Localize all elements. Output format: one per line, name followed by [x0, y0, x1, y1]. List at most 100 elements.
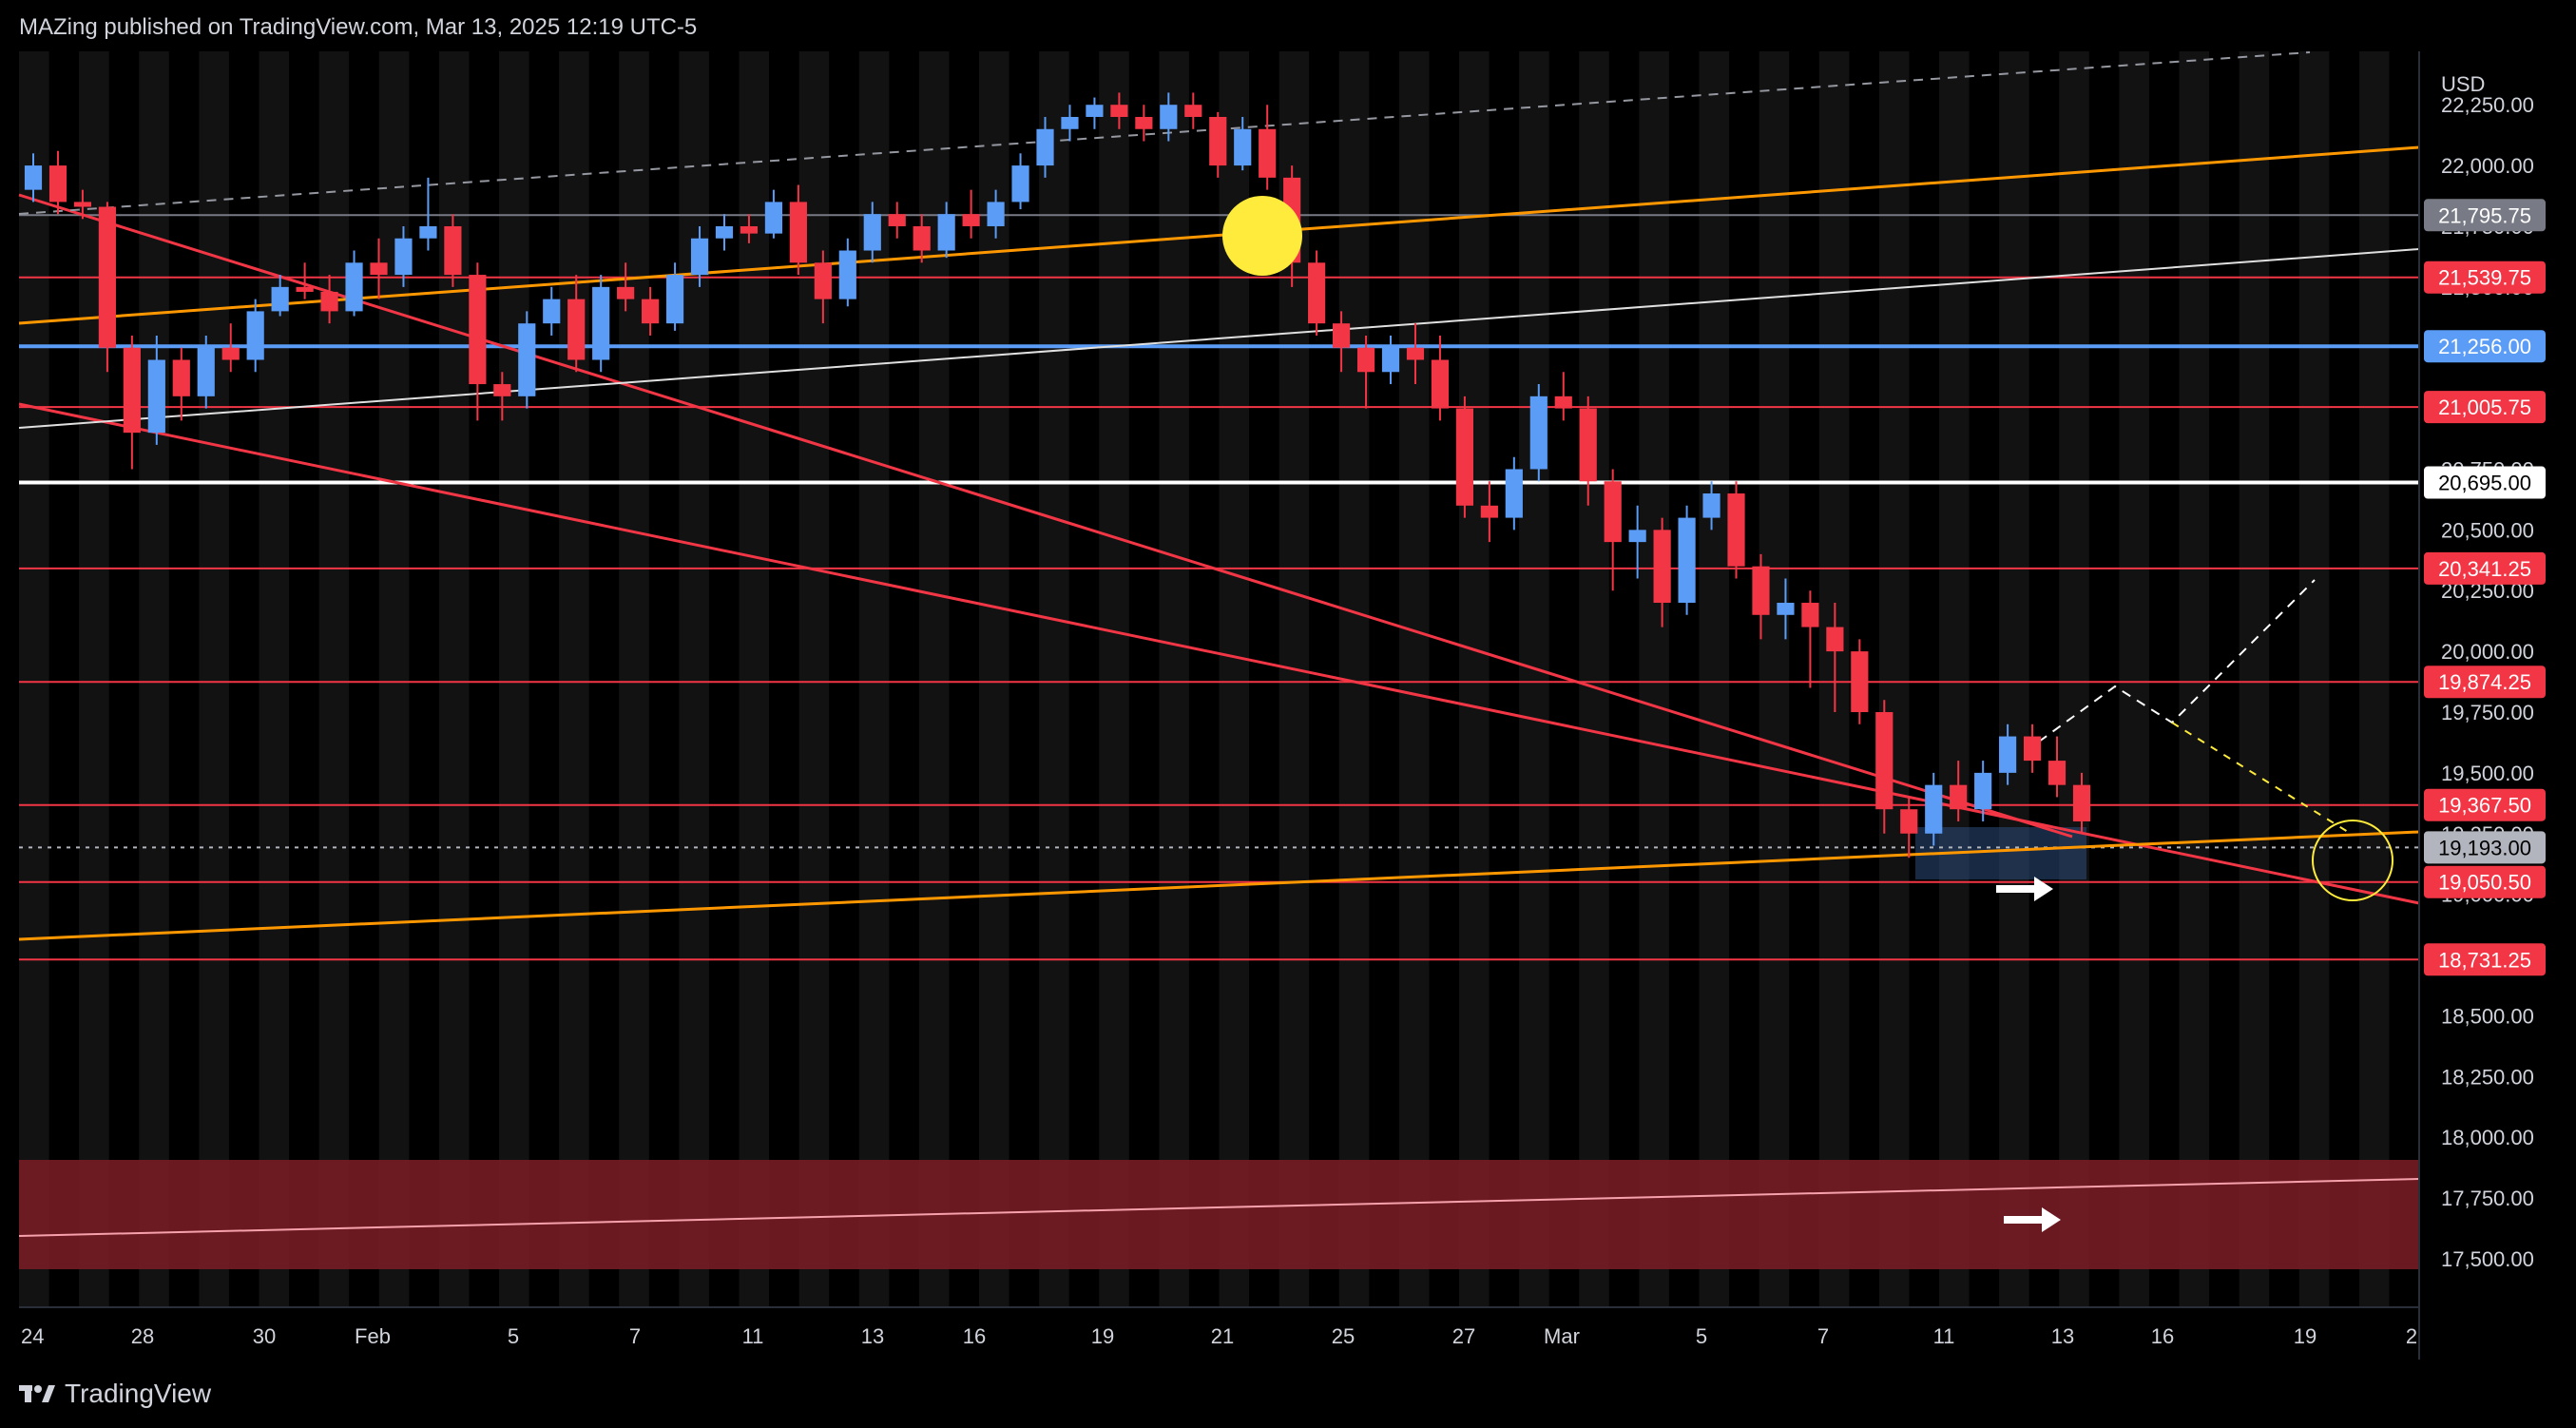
- candle[interactable]: [987, 189, 1005, 239]
- candle[interactable]: [617, 262, 635, 312]
- price-level-label[interactable]: 19,193.00: [2424, 831, 2546, 864]
- candle-body: [1209, 116, 1227, 166]
- candle[interactable]: [1160, 92, 1178, 142]
- currency-label[interactable]: USD: [2441, 72, 2485, 96]
- candle[interactable]: [1950, 761, 1968, 821]
- candle[interactable]: [320, 275, 338, 324]
- candle[interactable]: [715, 214, 734, 251]
- candle[interactable]: [1653, 517, 1671, 627]
- candle[interactable]: [221, 323, 240, 373]
- candle[interactable]: [1086, 97, 1104, 129]
- candle[interactable]: [740, 214, 759, 243]
- candle[interactable]: [764, 189, 783, 239]
- candle[interactable]: [1011, 153, 1029, 210]
- candle[interactable]: [1875, 700, 1894, 834]
- price-level-label[interactable]: 19,050.50: [2424, 865, 2546, 898]
- candle[interactable]: [2072, 772, 2091, 834]
- candle[interactable]: [1752, 553, 1770, 640]
- candle[interactable]: [1604, 469, 1622, 591]
- candle[interactable]: [1505, 456, 1523, 531]
- candle[interactable]: [1628, 505, 1646, 579]
- price-level-label[interactable]: 21,005.75: [2424, 391, 2546, 424]
- candle[interactable]: [493, 372, 511, 421]
- candle[interactable]: [1851, 639, 1869, 724]
- candle[interactable]: [1259, 105, 1277, 190]
- candle[interactable]: [394, 225, 413, 287]
- candle[interactable]: [1678, 505, 1696, 615]
- candle[interactable]: [937, 202, 955, 259]
- candle[interactable]: [246, 299, 264, 373]
- candle-body: [1579, 408, 1597, 482]
- candle[interactable]: [1209, 111, 1227, 178]
- candle[interactable]: [1356, 335, 1375, 409]
- candle[interactable]: [838, 238, 856, 307]
- candle[interactable]: [592, 275, 610, 373]
- candle[interactable]: [1900, 797, 1918, 859]
- candle[interactable]: [370, 238, 388, 299]
- candle[interactable]: [962, 189, 980, 239]
- candle[interactable]: [1925, 772, 1943, 846]
- candle[interactable]: [888, 202, 906, 239]
- price-level-label[interactable]: 20,695.00: [2424, 466, 2546, 499]
- candle[interactable]: [1455, 396, 1473, 518]
- candle[interactable]: [1234, 116, 1252, 171]
- candle[interactable]: [1135, 105, 1153, 142]
- price-level-label[interactable]: 21,539.75: [2424, 261, 2546, 294]
- candle[interactable]: [1826, 603, 1844, 712]
- candle[interactable]: [345, 250, 363, 317]
- candle[interactable]: [690, 225, 709, 287]
- candle[interactable]: [1110, 92, 1128, 129]
- candle[interactable]: [172, 347, 190, 421]
- candle[interactable]: [197, 335, 215, 409]
- candle[interactable]: [1406, 323, 1425, 385]
- brand-block[interactable]: TradingView: [19, 1379, 211, 1409]
- candle[interactable]: [1381, 335, 1400, 385]
- candle[interactable]: [1974, 761, 1992, 821]
- candle[interactable]: [863, 202, 881, 263]
- svg-text:20,695.00: 20,695.00: [2438, 472, 2531, 495]
- price-level-label[interactable]: 21,256.00: [2424, 330, 2546, 363]
- price-level-label[interactable]: 19,874.25: [2424, 666, 2546, 699]
- candle[interactable]: [1332, 311, 1351, 373]
- candle[interactable]: [24, 153, 43, 203]
- candle[interactable]: [1702, 481, 1721, 531]
- candle[interactable]: [1554, 372, 1572, 421]
- candle[interactable]: [1431, 335, 1450, 421]
- candle[interactable]: [913, 214, 931, 263]
- candle[interactable]: [1801, 590, 1819, 688]
- candle[interactable]: [1184, 92, 1202, 129]
- candle[interactable]: [444, 214, 462, 287]
- price-level-label[interactable]: 20,341.25: [2424, 551, 2546, 585]
- candle[interactable]: [1529, 384, 1548, 482]
- candle[interactable]: [642, 286, 660, 336]
- candle[interactable]: [1999, 724, 2017, 785]
- candle[interactable]: [814, 250, 832, 324]
- candle[interactable]: [665, 262, 684, 331]
- candle[interactable]: [1480, 481, 1498, 543]
- price-level-label[interactable]: 19,367.50: [2424, 788, 2546, 821]
- candle[interactable]: [1061, 105, 1079, 142]
- candle[interactable]: [518, 311, 536, 409]
- candle[interactable]: [98, 202, 116, 373]
- candle[interactable]: [147, 335, 165, 445]
- candle[interactable]: [789, 184, 807, 276]
- candle[interactable]: [48, 150, 67, 215]
- candle[interactable]: [469, 262, 487, 421]
- candle[interactable]: [271, 275, 289, 317]
- candle[interactable]: [543, 286, 561, 336]
- candle[interactable]: [1579, 396, 1597, 506]
- candle[interactable]: [419, 177, 437, 251]
- price-level-label[interactable]: 21,795.75: [2424, 199, 2546, 232]
- candle[interactable]: [2023, 724, 2042, 773]
- candle[interactable]: [1777, 578, 1795, 640]
- candle[interactable]: [296, 262, 314, 299]
- candle[interactable]: [1308, 250, 1326, 336]
- price-level-label[interactable]: 18,731.25: [2424, 943, 2546, 976]
- candle[interactable]: [567, 275, 586, 373]
- candle[interactable]: [73, 189, 92, 220]
- candle[interactable]: [1727, 481, 1745, 579]
- candle[interactable]: [2047, 736, 2067, 798]
- candle[interactable]: [1036, 116, 1054, 178]
- candle[interactable]: [123, 335, 141, 470]
